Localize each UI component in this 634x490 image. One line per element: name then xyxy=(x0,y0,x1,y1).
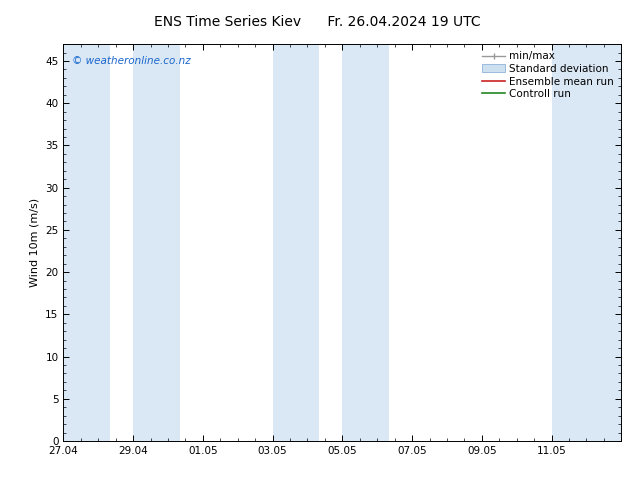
Bar xyxy=(552,44,621,441)
Y-axis label: Wind 10m (m/s): Wind 10m (m/s) xyxy=(30,198,40,287)
Text: © weatheronline.co.nz: © weatheronline.co.nz xyxy=(72,56,191,66)
Bar xyxy=(63,44,110,441)
Bar xyxy=(342,44,389,441)
Bar xyxy=(133,44,179,441)
Text: ENS Time Series Kiev      Fr. 26.04.2024 19 UTC: ENS Time Series Kiev Fr. 26.04.2024 19 U… xyxy=(153,15,481,29)
Legend: min/max, Standard deviation, Ensemble mean run, Controll run: min/max, Standard deviation, Ensemble me… xyxy=(480,49,616,101)
Bar xyxy=(273,44,319,441)
